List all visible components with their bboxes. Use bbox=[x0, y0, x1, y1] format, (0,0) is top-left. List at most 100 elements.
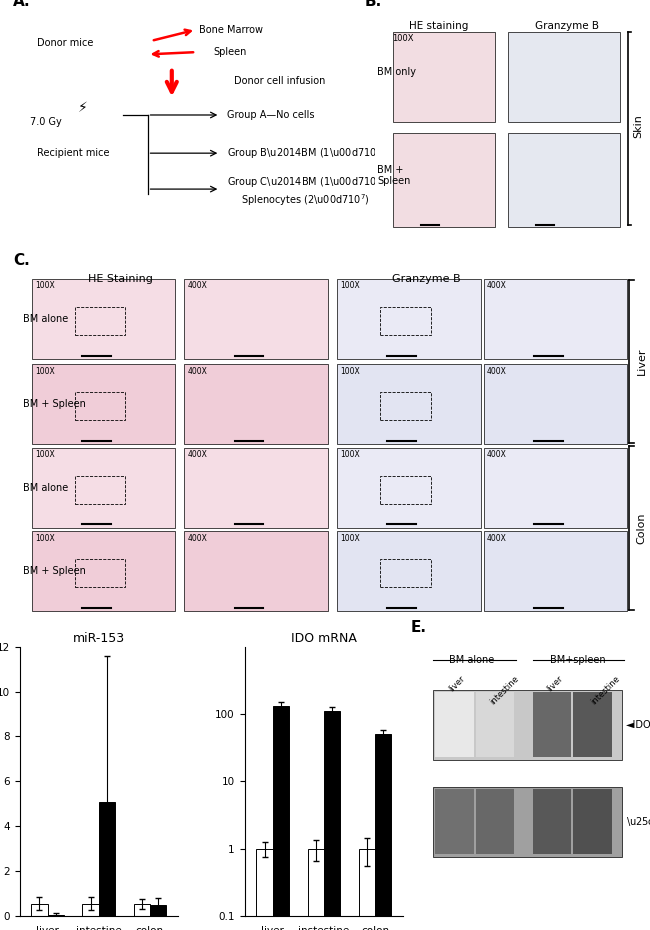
Text: 100X: 100X bbox=[35, 366, 55, 376]
Text: BM alone: BM alone bbox=[449, 655, 494, 665]
Bar bbox=[508, 32, 620, 122]
Bar bbox=[185, 447, 328, 528]
Bar bbox=[83, 904, 99, 916]
Text: 100X: 100X bbox=[341, 534, 360, 543]
Bar bbox=[359, 849, 375, 930]
Text: 100X: 100X bbox=[341, 282, 360, 290]
Text: 400X: 400X bbox=[487, 282, 507, 290]
Text: Colon: Colon bbox=[636, 512, 647, 544]
Bar bbox=[75, 476, 125, 504]
Bar bbox=[150, 905, 166, 916]
Text: BM only: BM only bbox=[377, 67, 416, 77]
Text: \u25c4$\beta$-actin: \u25c4$\beta$-actin bbox=[627, 815, 650, 829]
Bar bbox=[380, 559, 430, 588]
Bar bbox=[532, 693, 571, 757]
Bar bbox=[307, 849, 324, 930]
Text: HE Staining: HE Staining bbox=[88, 273, 153, 284]
Text: B.: B. bbox=[365, 0, 382, 9]
Text: Spleen: Spleen bbox=[213, 47, 247, 57]
Bar bbox=[75, 392, 125, 420]
Bar bbox=[337, 447, 481, 528]
Text: Group A—No cells: Group A—No cells bbox=[227, 110, 315, 120]
Bar bbox=[32, 279, 176, 359]
Text: ◄IDO: ◄IDO bbox=[627, 720, 650, 730]
Bar bbox=[99, 802, 115, 916]
Bar bbox=[375, 735, 391, 930]
Bar bbox=[476, 693, 514, 757]
Bar bbox=[573, 693, 612, 757]
Bar bbox=[393, 133, 495, 227]
Bar bbox=[435, 790, 474, 854]
Text: liver: liver bbox=[447, 673, 467, 693]
Bar bbox=[185, 279, 328, 359]
Bar bbox=[337, 531, 481, 612]
Text: Liver: Liver bbox=[636, 348, 647, 375]
Bar bbox=[185, 364, 328, 445]
Text: 400X: 400X bbox=[487, 450, 507, 459]
Bar bbox=[32, 447, 176, 528]
Bar bbox=[75, 307, 125, 335]
Text: Group B\u2014BM (1\u00d710$^7$): Group B\u2014BM (1\u00d710$^7$) bbox=[227, 145, 385, 161]
Bar bbox=[433, 787, 622, 857]
Bar bbox=[75, 559, 125, 588]
Text: BM+spleen: BM+spleen bbox=[550, 655, 605, 665]
Bar bbox=[337, 364, 481, 445]
Text: 100X: 100X bbox=[393, 34, 414, 43]
Text: HE staining: HE staining bbox=[409, 20, 468, 31]
Title: IDO mRNA: IDO mRNA bbox=[291, 632, 357, 645]
Bar bbox=[31, 904, 47, 916]
Text: 7.0 Gy: 7.0 Gy bbox=[30, 117, 62, 126]
Text: Granzyme B: Granzyme B bbox=[391, 273, 460, 284]
Text: Group C\u2014BM (1\u00d710$^7$) +: Group C\u2014BM (1\u00d710$^7$) + bbox=[227, 175, 396, 191]
Text: 400X: 400X bbox=[188, 534, 207, 543]
Text: BM + Spleen: BM + Spleen bbox=[23, 399, 85, 409]
Bar bbox=[484, 279, 627, 359]
Text: intestine: intestine bbox=[590, 673, 622, 706]
Text: liver: liver bbox=[545, 673, 564, 693]
Text: 400X: 400X bbox=[188, 366, 207, 376]
Bar bbox=[133, 904, 150, 916]
Text: 400X: 400X bbox=[487, 366, 507, 376]
Text: Granzyme B: Granzyme B bbox=[534, 20, 599, 31]
Text: A.: A. bbox=[12, 0, 30, 9]
Text: Recipient mice: Recipient mice bbox=[37, 148, 109, 158]
Bar bbox=[484, 447, 627, 528]
Bar bbox=[433, 690, 622, 760]
Bar bbox=[47, 915, 64, 916]
Text: 400X: 400X bbox=[188, 282, 207, 290]
Text: C.: C. bbox=[14, 254, 30, 269]
Bar bbox=[380, 307, 430, 335]
Bar bbox=[32, 364, 176, 445]
Text: Donor cell infusion: Donor cell infusion bbox=[234, 76, 326, 86]
Text: 400X: 400X bbox=[487, 534, 507, 543]
Bar bbox=[273, 706, 289, 930]
Bar bbox=[573, 790, 612, 854]
Text: Splenocytes (2\u00d710$^7$): Splenocytes (2\u00d710$^7$) bbox=[241, 193, 370, 208]
Text: intestine: intestine bbox=[488, 673, 520, 706]
Text: Donor mice: Donor mice bbox=[37, 38, 93, 48]
Text: Skin: Skin bbox=[633, 114, 643, 139]
Bar bbox=[256, 849, 273, 930]
Text: 100X: 100X bbox=[35, 282, 55, 290]
Text: E.: E. bbox=[410, 619, 426, 634]
Bar bbox=[393, 32, 495, 122]
Bar bbox=[324, 711, 340, 930]
Text: BM alone: BM alone bbox=[23, 313, 68, 324]
Bar bbox=[435, 693, 474, 757]
Bar bbox=[337, 279, 481, 359]
Text: BM alone: BM alone bbox=[23, 483, 68, 493]
Bar bbox=[380, 392, 430, 420]
Bar bbox=[484, 531, 627, 612]
Text: 100X: 100X bbox=[341, 366, 360, 376]
Title: miR-153: miR-153 bbox=[73, 632, 125, 645]
Text: ⚡: ⚡ bbox=[79, 101, 88, 115]
Bar bbox=[484, 364, 627, 445]
Text: 100X: 100X bbox=[35, 450, 55, 459]
Text: 100X: 100X bbox=[35, 534, 55, 543]
Bar bbox=[476, 790, 514, 854]
Bar bbox=[32, 531, 176, 612]
Bar bbox=[532, 790, 571, 854]
Text: Bone Marrow: Bone Marrow bbox=[200, 25, 263, 34]
Bar bbox=[185, 531, 328, 612]
Text: BM + Spleen: BM + Spleen bbox=[23, 566, 85, 577]
